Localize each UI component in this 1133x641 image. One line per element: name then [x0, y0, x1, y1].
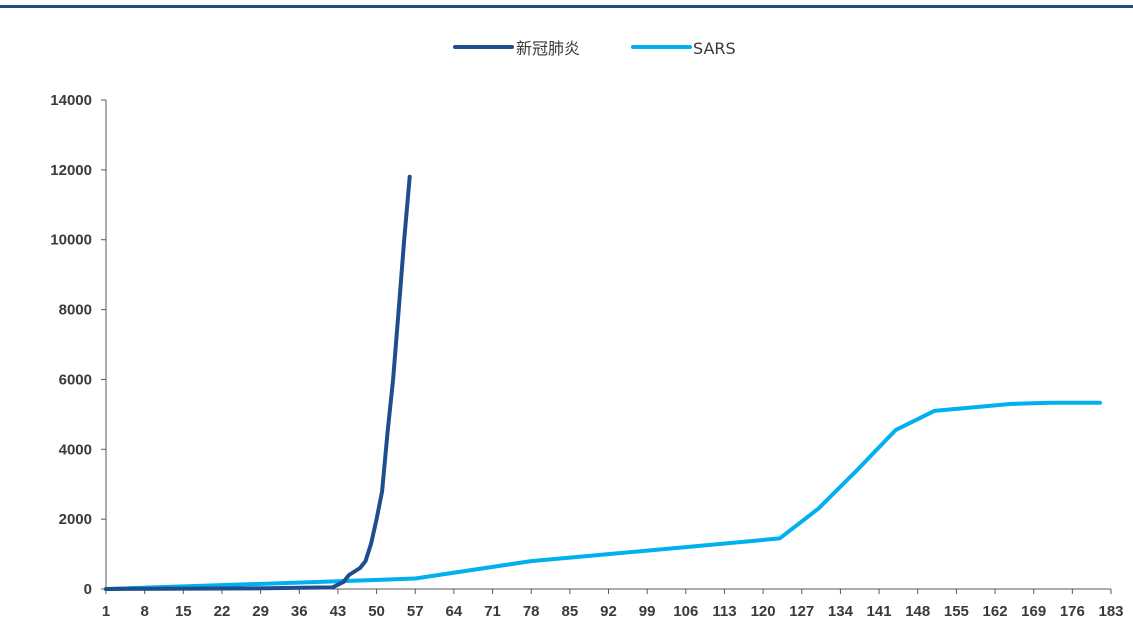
y-tick-label: 2000: [59, 511, 92, 528]
x-tick-label: 120: [751, 603, 776, 620]
x-tick-label: 29: [252, 603, 269, 620]
y-tick-label: 12000: [50, 162, 92, 179]
legend: 新冠肺炎 SARS: [453, 39, 736, 58]
x-tick-label: 1: [102, 603, 110, 620]
y-tick-label: 4000: [59, 441, 92, 458]
x-tick-label: 92: [600, 603, 617, 620]
x-tick-label: 36: [291, 603, 308, 620]
x-tick-label: 127: [789, 603, 814, 620]
x-tick-label: 57: [407, 603, 424, 620]
y-axis: 0 2000 4000 6000 8000 10000 12000 14000: [50, 92, 107, 598]
legend-item-sars: SARS: [631, 39, 736, 58]
x-tick-label: 8: [140, 603, 148, 620]
x-tick-label: 162: [983, 603, 1008, 620]
series-line-covid19: [104, 174, 412, 591]
x-tick-label: 113: [712, 603, 736, 620]
x-tick-label: 50: [368, 603, 385, 620]
x-tick-label: 155: [944, 603, 969, 620]
legend-label: 新冠肺炎: [516, 39, 580, 58]
series-layer: [104, 174, 1102, 591]
x-tick-label: 71: [484, 603, 501, 620]
y-tick-label: 6000: [59, 371, 92, 388]
x-tick-label: 85: [562, 603, 579, 620]
series-line-sars: [104, 400, 1102, 591]
x-tick-label: 134: [828, 603, 854, 620]
x-tick-label: 183: [1098, 603, 1123, 620]
y-tick-label: 14000: [50, 92, 92, 109]
x-tick-label: 22: [214, 603, 231, 620]
x-tick-label: 141: [867, 603, 892, 620]
x-axis: 1 8 15 22 29 36 43 50 57 64 71 78 85 92 99 106 113 120 127…: [102, 588, 1124, 620]
x-tick-label: 43: [330, 603, 347, 620]
y-tick-label: 0: [84, 581, 92, 598]
x-tick-label: 106: [673, 603, 698, 620]
x-tick-label: 64: [446, 603, 463, 620]
x-tick-label: 99: [639, 603, 656, 620]
y-tick-label: 8000: [59, 302, 92, 319]
y-tick-label: 10000: [50, 232, 92, 249]
x-tick-label: 176: [1060, 603, 1085, 620]
x-tick-label: 148: [905, 603, 930, 620]
x-tick-label: 15: [175, 603, 192, 620]
legend-item-covid19: 新冠肺炎: [453, 39, 580, 58]
x-tick-label: 78: [523, 603, 540, 620]
top-rule: [0, 5, 1133, 8]
legend-label: SARS: [693, 39, 736, 58]
x-tick-label: 169: [1021, 603, 1046, 620]
